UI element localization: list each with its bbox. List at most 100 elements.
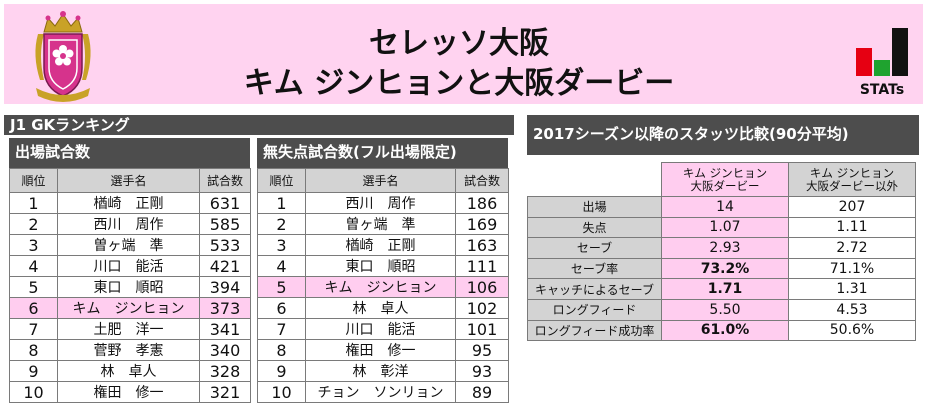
match-count-cell: 421 bbox=[199, 255, 251, 277]
player-name-cell: 林 彰洋 bbox=[305, 360, 456, 382]
player-name-cell: 楢崎 正剛 bbox=[305, 234, 456, 256]
table-row: キャッチによるセーブ 1.71 1.31 bbox=[527, 278, 916, 300]
non-derby-value-cell: 1.11 bbox=[788, 216, 916, 239]
table-row: 3 楢崎 正剛 163 bbox=[257, 234, 509, 256]
match-count-cell: 101 bbox=[455, 318, 509, 340]
player-name-cell: 東口 順昭 bbox=[57, 276, 200, 298]
table-row: 2 曽ヶ端 準 169 bbox=[257, 213, 509, 235]
column-header: 順位 bbox=[257, 168, 306, 193]
rank-cell: 3 bbox=[257, 234, 306, 256]
stat-label-cell: ロングフィード bbox=[527, 298, 662, 321]
table-row: 1 楢崎 正剛 631 bbox=[9, 192, 251, 214]
match-count-cell: 533 bbox=[199, 234, 251, 256]
stat-label-cell: セーブ bbox=[527, 237, 662, 259]
rank-cell: 2 bbox=[9, 213, 58, 235]
rank-cell: 2 bbox=[257, 213, 306, 235]
match-count-cell: 340 bbox=[199, 339, 251, 361]
rank-cell: 9 bbox=[9, 360, 58, 382]
match-count-cell: 341 bbox=[199, 318, 251, 340]
player-name-cell: 林 卓人 bbox=[57, 360, 200, 382]
column-header-non-derby: キム ジンヒョン 大阪ダービー以外 bbox=[788, 162, 916, 197]
table-header-row: 順位 選手名 試合数 bbox=[9, 168, 251, 193]
match-count-cell: 394 bbox=[199, 276, 251, 298]
match-count-cell: 93 bbox=[455, 360, 509, 382]
rank-cell: 1 bbox=[9, 192, 58, 214]
match-count-cell: 163 bbox=[455, 234, 509, 256]
player-name-cell: 林 卓人 bbox=[305, 297, 456, 319]
table-row: 失点 1.07 1.11 bbox=[527, 216, 916, 239]
stat-label-cell: セーブ率 bbox=[527, 257, 662, 280]
rank-cell: 1 bbox=[257, 192, 306, 214]
player-name-cell: 川口 能活 bbox=[57, 255, 200, 277]
table-row: 5 キム ジンヒョン 106 bbox=[257, 276, 509, 298]
non-derby-value-cell: 207 bbox=[788, 196, 916, 218]
match-count-cell: 186 bbox=[455, 192, 509, 214]
column-header-line: 大阪ダービー bbox=[690, 178, 760, 193]
column-header-line: 大阪ダービー以外 bbox=[806, 178, 898, 193]
rank-cell: 6 bbox=[257, 297, 306, 319]
player-name-cell: 土肥 洋一 bbox=[57, 318, 200, 340]
match-count-cell: 106 bbox=[455, 276, 509, 298]
player-name-cell: 西川 周作 bbox=[57, 213, 200, 235]
stats-label: STATs bbox=[859, 82, 905, 98]
match-count-cell: 631 bbox=[199, 192, 251, 214]
stat-label-cell: キャッチによるセーブ bbox=[527, 278, 662, 300]
table-header-row: キム ジンヒョン 大阪ダービー キム ジンヒョン 大阪ダービー以外 bbox=[527, 162, 916, 197]
column-header: 順位 bbox=[9, 168, 58, 193]
column-header: 選手名 bbox=[305, 168, 456, 193]
table-row: 8 菅野 孝憲 340 bbox=[9, 339, 251, 361]
non-derby-value-cell: 1.31 bbox=[788, 278, 916, 300]
comparison-title: 2017シーズン以降のスタッツ比較(90分平均) bbox=[527, 115, 919, 155]
derby-value-cell: 61.0% bbox=[661, 319, 789, 342]
derby-value-cell: 5.50 bbox=[661, 298, 789, 321]
header-banner: セレッソ大阪 キム ジンヒョンと大阪ダービー STATs bbox=[4, 4, 923, 104]
table-row: 4 東口 順昭 111 bbox=[257, 255, 509, 277]
player-name-cell: 川口 能活 bbox=[305, 318, 456, 340]
table-row: 出場 14 207 bbox=[527, 196, 916, 218]
column-header-derby: キム ジンヒョン 大阪ダービー bbox=[661, 162, 789, 197]
rank-cell: 5 bbox=[9, 276, 58, 298]
derby-value-cell: 1.07 bbox=[661, 216, 789, 239]
derby-value-cell: 14 bbox=[661, 196, 789, 218]
match-count-cell: 89 bbox=[455, 381, 509, 403]
table-row: 2 西川 周作 585 bbox=[9, 213, 251, 235]
stat-label-cell: ロングフィード成功率 bbox=[527, 319, 662, 342]
table-row: セーブ率 73.2% 71.1% bbox=[527, 257, 916, 280]
player-name-cell: 楢崎 正剛 bbox=[57, 192, 200, 214]
match-count-cell: 102 bbox=[455, 297, 509, 319]
rank-cell: 8 bbox=[9, 339, 58, 361]
rank-cell: 5 bbox=[257, 276, 306, 298]
rank-cell: 10 bbox=[9, 381, 58, 403]
rank-cell: 9 bbox=[257, 360, 306, 382]
table-row: 8 権田 修一 95 bbox=[257, 339, 509, 361]
column-header-line: キム ジンヒョン bbox=[809, 165, 895, 180]
clean-sheets-title: 無失点試合数(フル出場限定) bbox=[257, 138, 508, 168]
player-name-cell: チョン ソンリョン bbox=[305, 381, 456, 403]
clean-sheets-table: 順位 選手名 試合数 1 西川 周作 186 2 曽ヶ端 準 169 3 楢崎 正剛 163 4 東… bbox=[257, 168, 509, 403]
match-count-cell: 95 bbox=[455, 339, 509, 361]
stat-label-cell: 失点 bbox=[527, 216, 662, 239]
rank-cell: 7 bbox=[257, 318, 306, 340]
player-name-cell: 菅野 孝憲 bbox=[57, 339, 200, 361]
rank-cell: 8 bbox=[257, 339, 306, 361]
table-row: ロングフィード成功率 61.0% 50.6% bbox=[527, 319, 916, 342]
empty-corner-cell bbox=[527, 162, 662, 197]
player-name-cell: 曽ヶ端 準 bbox=[57, 234, 200, 256]
appearances-table: 順位 選手名 試合数 1 楢崎 正剛 631 2 西川 周作 585 3 曽ヶ端 準 533 4 川… bbox=[9, 168, 251, 403]
player-name-cell: 権田 修一 bbox=[305, 339, 456, 361]
table-row: 10 権田 修一 321 bbox=[9, 381, 251, 403]
table-row: 7 川口 能活 101 bbox=[257, 318, 509, 340]
stat-label-cell: 出場 bbox=[527, 196, 662, 218]
table-row: 1 西川 周作 186 bbox=[257, 192, 509, 214]
non-derby-value-cell: 71.1% bbox=[788, 257, 916, 280]
page-title-line1: セレッソ大阪 bbox=[369, 26, 549, 61]
rank-cell: 4 bbox=[257, 255, 306, 277]
ranking-section-title: J1 GKランキング bbox=[4, 115, 514, 135]
rank-cell: 7 bbox=[9, 318, 58, 340]
table-row: 3 曽ヶ端 準 533 bbox=[9, 234, 251, 256]
rank-cell: 6 bbox=[9, 297, 58, 319]
column-header: 試合数 bbox=[455, 168, 509, 193]
match-count-cell: 169 bbox=[455, 213, 509, 235]
